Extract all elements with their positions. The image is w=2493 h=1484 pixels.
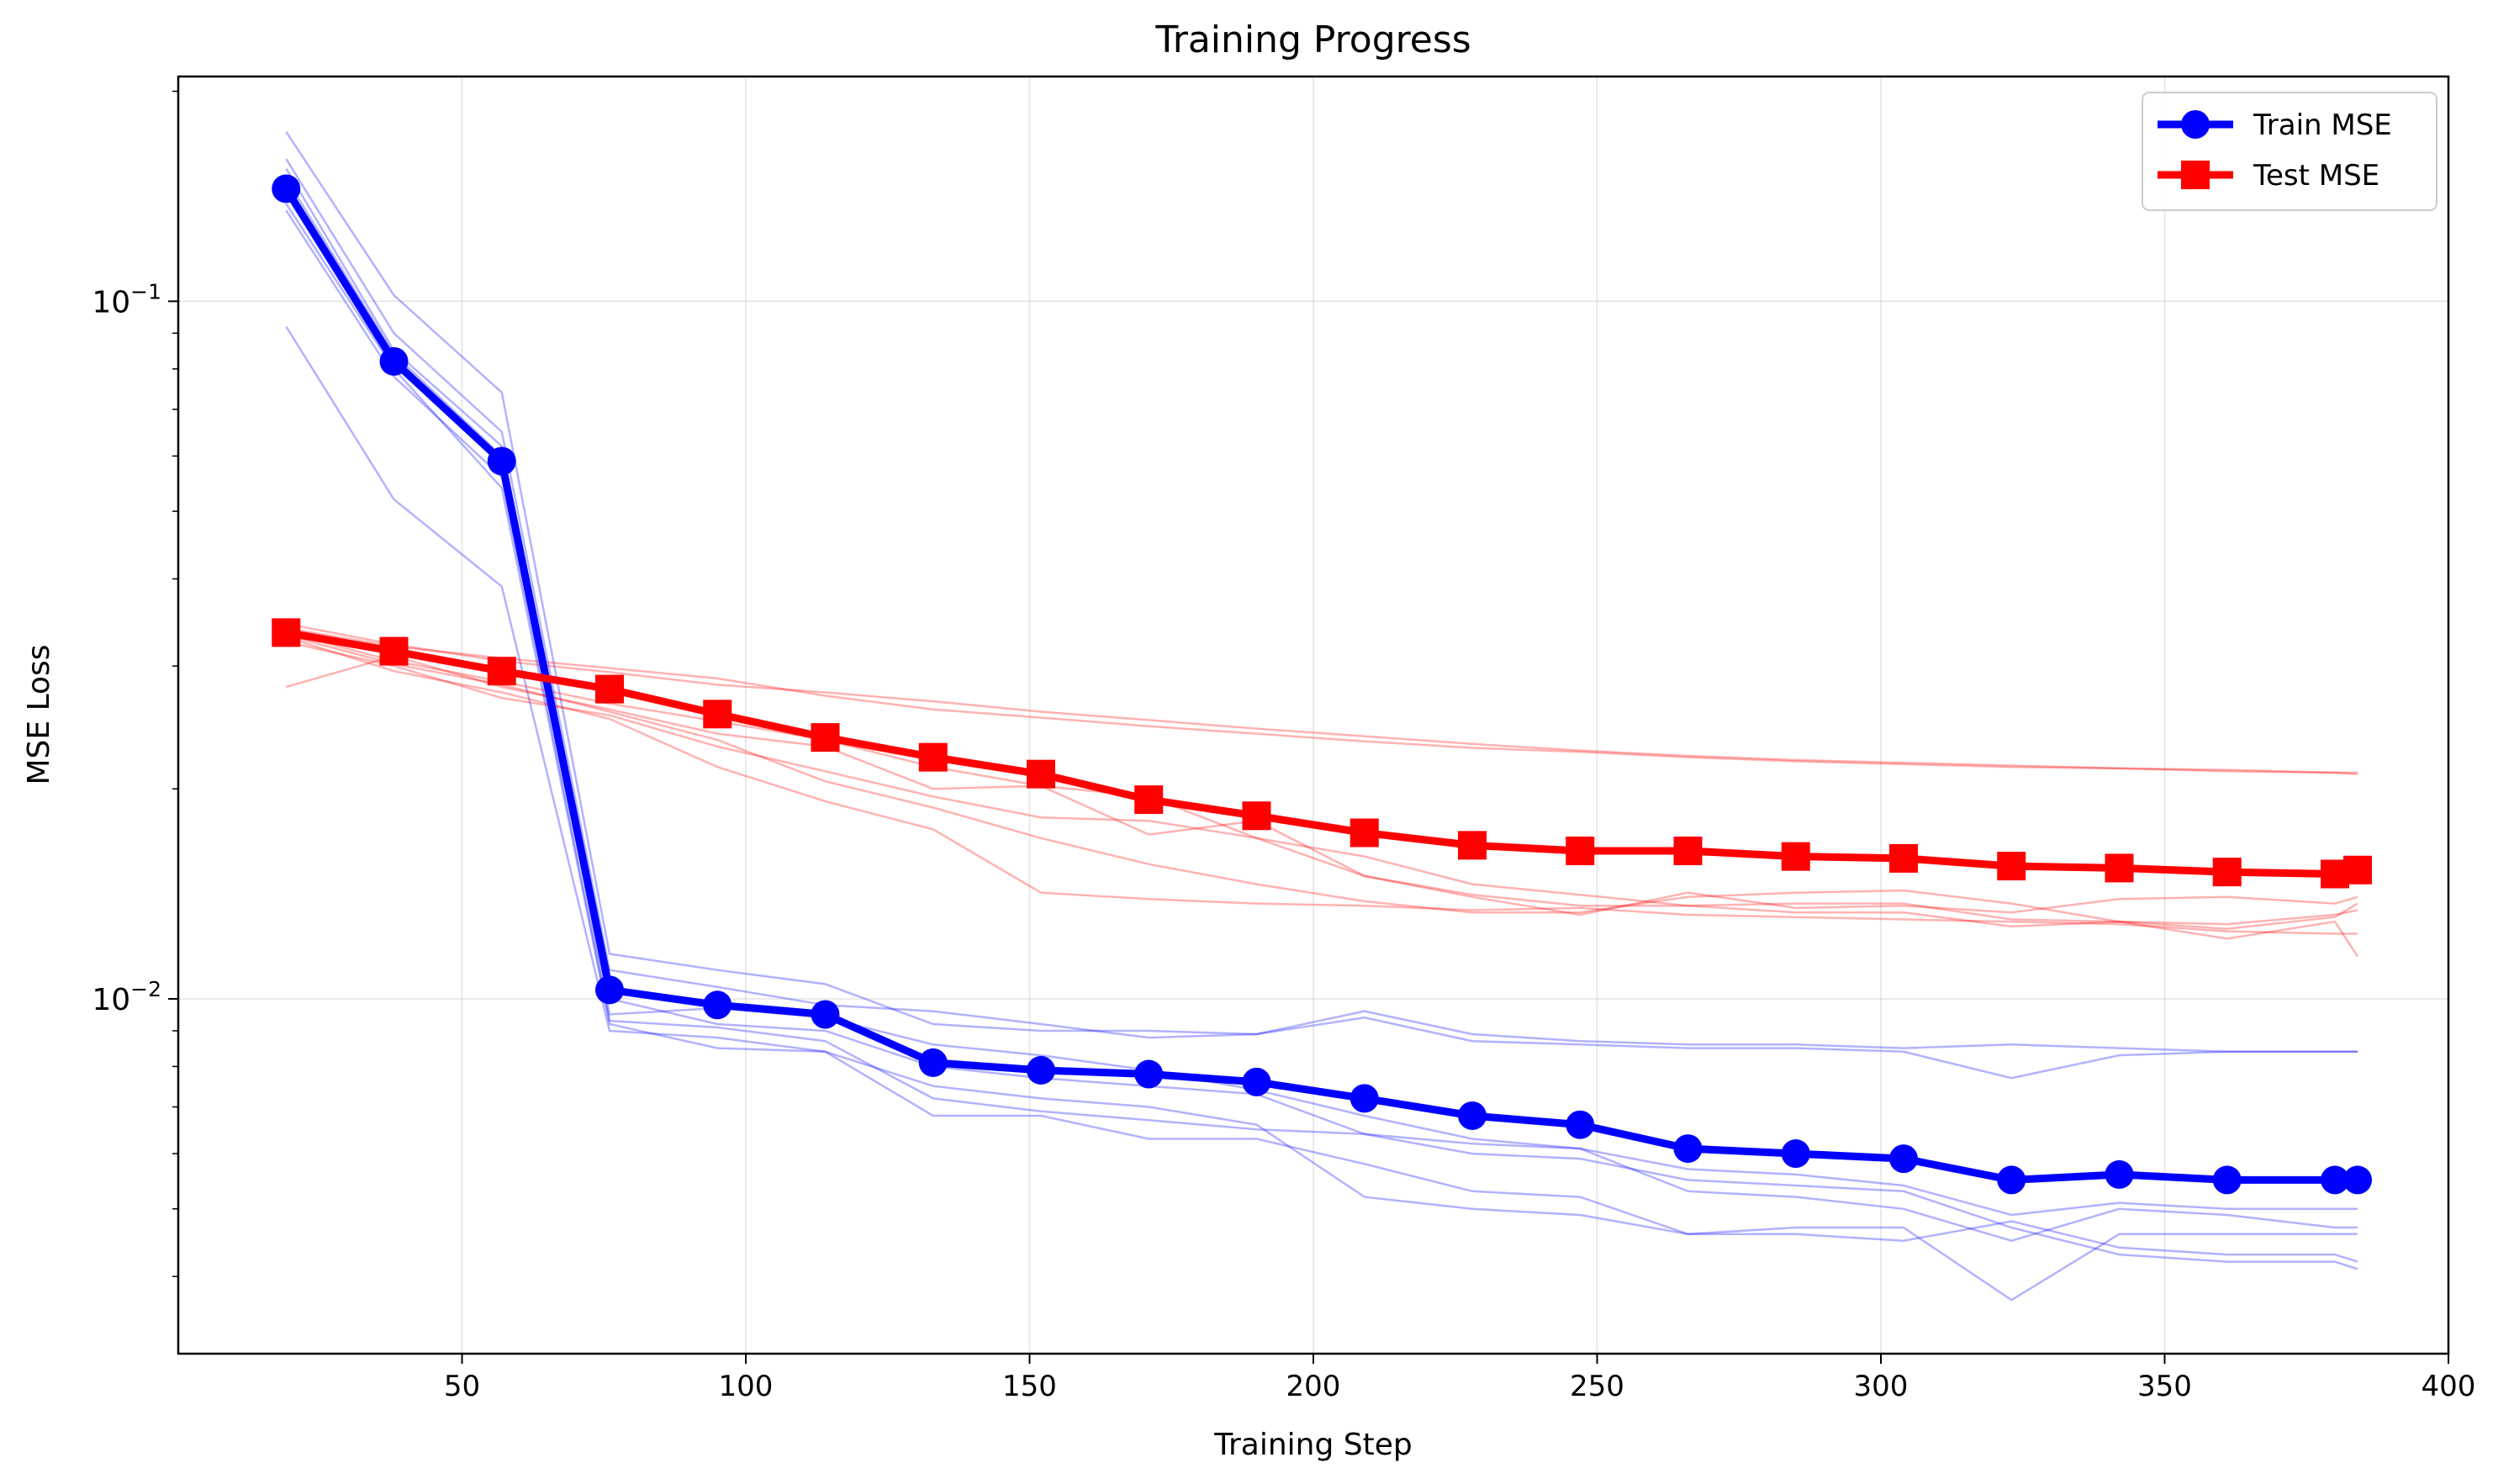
train-mse-point <box>1673 1134 1703 1164</box>
test-mse-point <box>487 657 516 686</box>
train-run-line <box>285 177 2358 1270</box>
train-run-line <box>285 203 2358 1263</box>
x-axis-label: Training Step <box>1213 1428 1412 1462</box>
test-mse-point <box>1566 836 1595 865</box>
run-lines <box>285 131 2359 1302</box>
legend-test-mse-label: Test MSE <box>2253 159 2379 193</box>
test-run-line <box>285 631 2359 958</box>
train-run-line <box>285 131 2358 1054</box>
test-mse-line <box>285 628 2358 878</box>
train-mse-point <box>2321 1165 2349 1195</box>
train-mse-point <box>1134 1059 1164 1089</box>
train-run-line <box>285 167 2358 1243</box>
legend-train-mse-label: Train MSE <box>2253 108 2392 142</box>
x-tick-label: 150 <box>1002 1370 1057 1403</box>
test-mse-point <box>1673 836 1703 865</box>
test-mse-point <box>1781 842 1810 871</box>
train-mse-point <box>1242 1067 1271 1096</box>
test-mse-point <box>1458 831 1487 860</box>
test-run-line <box>286 626 2358 774</box>
test-mse-point <box>1349 818 1379 848</box>
train-mse-point <box>2105 1159 2134 1189</box>
train-mse-point <box>2212 1165 2242 1195</box>
train-run-line <box>285 209 2358 1217</box>
train-mse-point <box>1349 1084 1379 1113</box>
x-tick-label: 300 <box>1854 1370 1909 1403</box>
test-run-line <box>285 636 2358 935</box>
x-tick-label: 250 <box>1570 1370 1624 1403</box>
grid-lines <box>178 77 2449 1354</box>
y-tick-label: 10−1 <box>92 279 161 320</box>
test-mse-point <box>595 674 624 704</box>
legend: Train MSE Test MSE <box>2142 92 2438 211</box>
train-mse-point <box>918 1048 948 1077</box>
test-mse-point <box>379 636 409 666</box>
x-tick-label: 200 <box>1286 1370 1341 1403</box>
train-mse-point <box>595 975 624 1005</box>
train-run-line <box>285 158 2358 1080</box>
chart-title: Training Progress <box>1154 18 1471 61</box>
test-mse-point <box>272 618 301 647</box>
train-mse-point <box>1781 1139 1810 1169</box>
train-run-line <box>285 325 2358 1302</box>
x-axis-ticks: 50 100 150 200 250 300 350 400 <box>444 1354 2476 1403</box>
test-run-line <box>286 622 2358 775</box>
test-mse-point <box>703 700 732 729</box>
train-mse-point <box>703 990 732 1020</box>
test-mse-point <box>2343 855 2372 885</box>
x-tick-label: 400 <box>2422 1370 2476 1403</box>
train-mse-point <box>1458 1101 1487 1130</box>
x-tick-label: 50 <box>444 1370 480 1403</box>
test-mse-point <box>1134 785 1164 815</box>
train-mse-point <box>2343 1165 2372 1195</box>
x-tick-label: 100 <box>719 1370 774 1403</box>
train-mse-point <box>487 446 516 476</box>
legend-train-mse-marker <box>2181 110 2210 139</box>
test-mse-point <box>1027 759 1055 789</box>
mean-series <box>272 174 2372 1195</box>
train-mse-point <box>1566 1110 1595 1139</box>
test-mse-point <box>811 723 840 753</box>
test-run-line <box>285 634 2358 930</box>
train-mse-point <box>272 174 301 203</box>
test-mse-point <box>1242 801 1271 831</box>
train-mse-point <box>811 1000 840 1029</box>
y-axis-ticks: 10−1 10−2 <box>92 90 178 1277</box>
y-tick-label: 10−2 <box>92 977 161 1017</box>
test-mse-point <box>2105 853 2134 883</box>
test-run-line <box>285 654 2358 916</box>
train-mse-point <box>1889 1144 1918 1174</box>
test-run-line <box>286 641 2358 926</box>
legend-test-mse-marker <box>2181 161 2210 189</box>
test-mse-point <box>1889 843 1918 873</box>
test-mse-point <box>918 742 948 772</box>
test-mse-point <box>2212 858 2242 887</box>
test-mse-point <box>1997 852 2026 881</box>
x-tick-label: 350 <box>2137 1370 2192 1403</box>
y-axis-label: MSE Loss <box>22 644 56 784</box>
train-mse-point <box>1997 1165 2026 1195</box>
train-mse-point <box>379 346 409 376</box>
train-mse-point <box>1027 1055 1055 1085</box>
